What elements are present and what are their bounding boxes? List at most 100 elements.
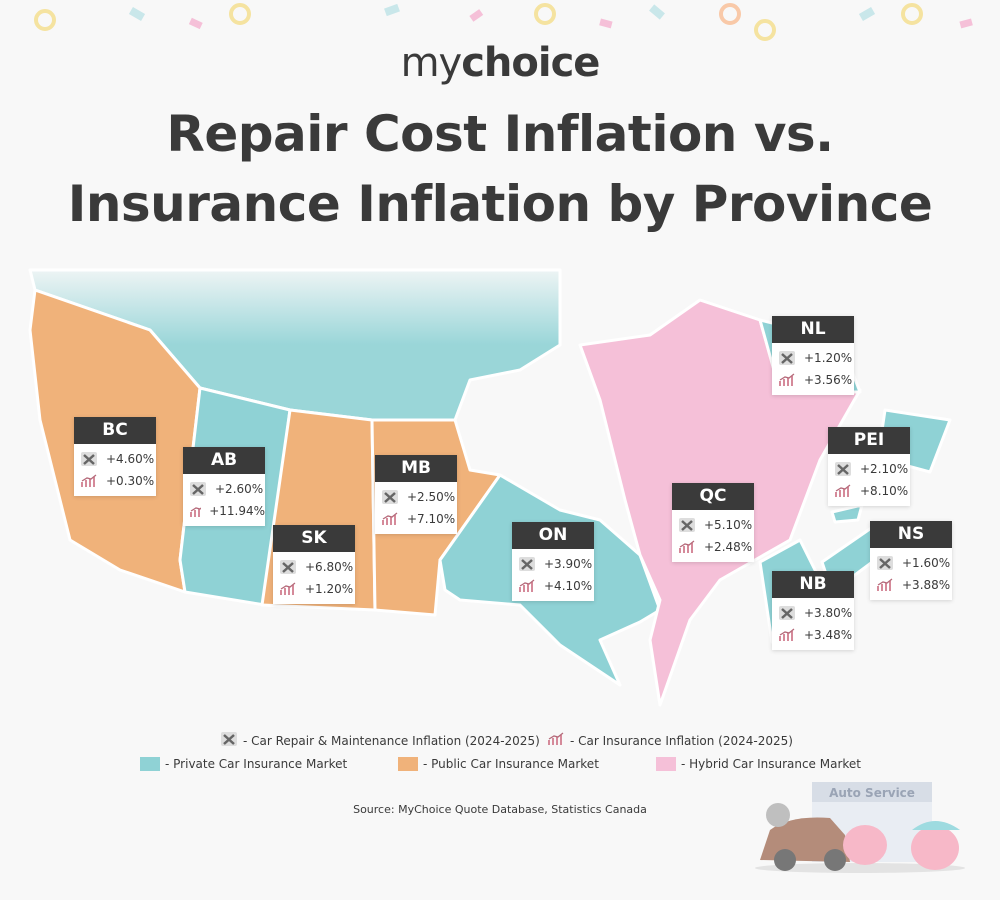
logo: mychoice: [0, 40, 1000, 86]
province-card: NB +3.80% +3.48%: [772, 571, 854, 650]
insurance-value: +3.88%: [902, 578, 951, 592]
insurance-icon: [779, 628, 795, 641]
repair-icon: [221, 732, 237, 746]
logo-light: my: [400, 40, 463, 86]
legend-item: - Car Repair & Maintenance Inflation (20…: [220, 731, 540, 750]
confetti: [34, 3, 973, 41]
repair-row: +1.60%: [876, 552, 952, 574]
legend-swatch: [656, 757, 676, 771]
insurance-row: +2.48%: [678, 536, 754, 558]
legend-item: - Public Car Insurance Market: [398, 757, 599, 771]
source: Source: MyChoice Quote Database, Statist…: [353, 803, 647, 816]
legend-label: - Car Insurance Inflation (2024-2025): [570, 733, 793, 748]
legend-swatch: [140, 757, 160, 771]
legend-item: - Car Insurance Inflation (2024-2025): [547, 731, 793, 750]
insurance-icon: [190, 507, 202, 517]
province-code: NS: [870, 521, 952, 548]
card-body: +2.10% +8.10%: [828, 454, 910, 506]
insurance-icon: [877, 578, 893, 591]
repair-icon: [519, 557, 535, 571]
repair-value: +2.60%: [215, 482, 264, 496]
repair-value: +1.60%: [902, 556, 951, 570]
insurance-value: +8.10%: [860, 484, 909, 498]
province-card: AB +2.60% +11.94%: [183, 447, 265, 526]
repair-row: +4.60%: [80, 448, 156, 470]
title-line: Insurance Inflation by Province: [67, 175, 933, 233]
insurance-icon: [679, 540, 695, 553]
repair-icon: [382, 490, 398, 504]
logo-bold: choice: [461, 40, 600, 86]
repair-row: +3.80%: [778, 602, 854, 624]
legend-item: - Hybrid Car Insurance Market: [656, 757, 861, 771]
repair-value: +4.60%: [106, 452, 155, 466]
legend-label: - Hybrid Car Insurance Market: [681, 757, 862, 771]
insurance-row: +0.30%: [80, 470, 156, 492]
card-body: +2.50% +7.10%: [375, 482, 457, 534]
repair-icon: [81, 452, 97, 466]
insurance-icon: [81, 474, 97, 487]
province-card: SK +6.80% +1.20%: [273, 525, 355, 604]
insurance-row: +3.88%: [876, 574, 952, 596]
insurance-value: +4.10%: [544, 579, 593, 593]
insurance-icon: [519, 579, 535, 592]
insurance-value: +1.20%: [305, 582, 354, 596]
province-card: NS +1.60% +3.88%: [870, 521, 952, 600]
repair-row: +1.20%: [778, 347, 854, 369]
repair-value: +3.80%: [804, 606, 853, 620]
card-body: +1.20% +3.56%: [772, 343, 854, 395]
province-code: ON: [512, 522, 594, 549]
insurance-icon: [835, 484, 851, 497]
insurance-value: +11.94%: [209, 504, 265, 518]
insurance-row: +8.10%: [834, 480, 910, 502]
repair-icon: [835, 462, 851, 476]
insurance-row: +1.20%: [279, 578, 355, 600]
title-line: Repair Cost Inflation vs.: [166, 105, 834, 163]
province-code: NB: [772, 571, 854, 598]
illustration: Auto Service: [755, 782, 965, 873]
repair-value: +1.20%: [804, 351, 853, 365]
card-body: +1.60% +3.88%: [870, 548, 952, 600]
province-card: MB +2.50% +7.10%: [375, 455, 457, 534]
sign-text: Auto Service: [829, 786, 915, 800]
repair-icon: [779, 351, 795, 365]
province-card: QC +5.10% +2.48%: [672, 483, 754, 562]
province-code: SK: [273, 525, 355, 552]
repair-row: +2.60%: [189, 478, 265, 500]
insurance-icon: [280, 582, 296, 595]
card-body: +2.60% +11.94%: [183, 474, 265, 526]
repair-row: +6.80%: [279, 556, 355, 578]
repair-value: +3.90%: [544, 557, 593, 571]
province-code: PEI: [828, 427, 910, 454]
insurance-icon: [382, 512, 398, 525]
repair-row: +5.10%: [678, 514, 754, 536]
province-code: MB: [375, 455, 457, 482]
insurance-value: +0.30%: [106, 474, 155, 488]
repair-value: +5.10%: [704, 518, 753, 532]
insurance-icon: [548, 732, 564, 745]
card-body: +6.80% +1.20%: [273, 552, 355, 604]
legend-item: - Private Car Insurance Market: [140, 757, 347, 771]
repair-icon: [779, 606, 795, 620]
province-code: AB: [183, 447, 265, 474]
repair-row: +2.10%: [834, 458, 910, 480]
repair-value: +6.80%: [305, 560, 354, 574]
province-card: PEI +2.10% +8.10%: [828, 427, 910, 506]
repair-icon: [679, 518, 695, 532]
insurance-value: +2.48%: [704, 540, 753, 554]
insurance-row: +3.56%: [778, 369, 854, 391]
insurance-row: +3.48%: [778, 624, 854, 646]
province-shape: [830, 503, 864, 524]
card-body: +4.60% +0.30%: [74, 444, 156, 496]
insurance-icon: [779, 373, 795, 386]
card-body: +3.90% +4.10%: [512, 549, 594, 601]
insurance-row: +11.94%: [189, 500, 265, 522]
repair-icon: [190, 482, 206, 496]
repair-icon: [877, 556, 893, 570]
insurance-row: +7.10%: [381, 508, 457, 530]
legend-label: - Car Repair & Maintenance Inflation (20…: [243, 733, 540, 748]
insurance-row: +4.10%: [518, 575, 594, 597]
insurance-value: +3.48%: [804, 628, 853, 642]
repair-row: +3.90%: [518, 553, 594, 575]
legend-swatch: [398, 757, 418, 771]
